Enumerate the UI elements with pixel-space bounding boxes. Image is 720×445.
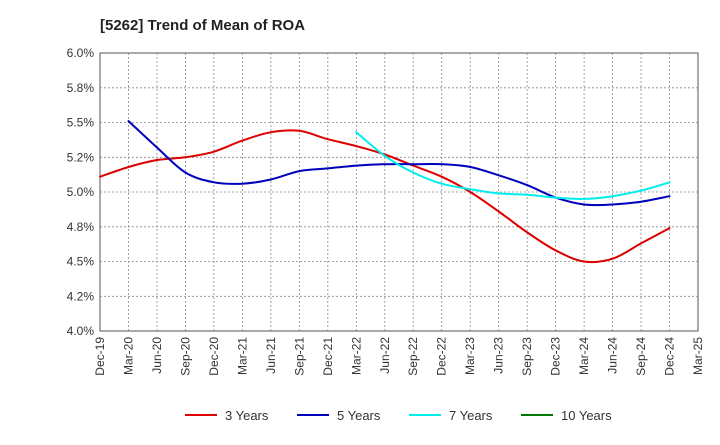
x-tick-label: Jun-24 (606, 337, 620, 374)
x-tick-label: Mar-22 (349, 337, 363, 375)
x-tick-label: Sep-21 (292, 337, 306, 376)
x-tick-label: Jun-22 (378, 337, 392, 374)
legend-label-3-years: 3 Years (225, 408, 269, 423)
legend-label-5-years: 5 Years (337, 408, 381, 423)
y-tick-label: 5.5% (67, 116, 95, 130)
x-tick-label: Mar-24 (577, 337, 591, 375)
plot-area (99, 52, 699, 332)
series-line-7-years (355, 131, 671, 200)
chart-title: [5262] Trend of Mean of ROA (100, 17, 305, 34)
x-tick-label: Sep-20 (178, 337, 192, 376)
legend: 3 Years 5 Years 7 Years 10 Years (185, 408, 612, 423)
x-tick-label: Dec-24 (663, 337, 677, 376)
y-tick-label: 5.0% (67, 185, 95, 199)
y-tick-label: 6.0% (67, 46, 95, 60)
x-tick-label: Sep-23 (520, 337, 534, 376)
legend-label-10-years: 10 Years (561, 408, 612, 423)
y-tick-label: 4.2% (67, 289, 95, 303)
x-tick-label: Dec-20 (207, 337, 221, 376)
x-tick-label: Jun-20 (150, 337, 164, 374)
y-tick-label: 5.2% (67, 150, 95, 164)
x-axis-ticks: Dec-19 Mar-20 Jun-20 Sep-20 Dec-20 Mar-21 Jun-… (93, 337, 705, 376)
x-tick-label: Dec-23 (549, 337, 563, 376)
x-tick-label: Mar-25 (691, 337, 705, 375)
x-tick-label: Dec-21 (321, 337, 335, 376)
x-tick-label: Dec-22 (435, 337, 449, 376)
x-tick-label: Sep-22 (406, 337, 420, 376)
y-tick-label: 4.0% (67, 324, 95, 338)
legend-label-7-years: 7 Years (449, 408, 493, 423)
x-tick-label: Sep-24 (634, 337, 648, 376)
series-lines (99, 120, 671, 264)
x-tick-label: Mar-21 (235, 337, 249, 375)
series-line-3-years (99, 129, 671, 264)
x-tick-label: Mar-20 (122, 337, 136, 375)
x-tick-label: Jun-21 (264, 337, 278, 374)
x-tick-label: Jun-23 (492, 337, 506, 374)
x-tick-label: Dec-19 (93, 337, 107, 376)
y-tick-label: 4.5% (67, 255, 95, 269)
y-tick-label: 5.8% (67, 81, 95, 95)
y-axis-ticks: 4.0% 4.2% 4.5% 4.8% 5.0% 5.2% 5.5% 5.8% 6.0% (67, 46, 95, 338)
x-tick-label: Mar-23 (463, 337, 477, 375)
y-tick-label: 4.8% (67, 220, 95, 234)
